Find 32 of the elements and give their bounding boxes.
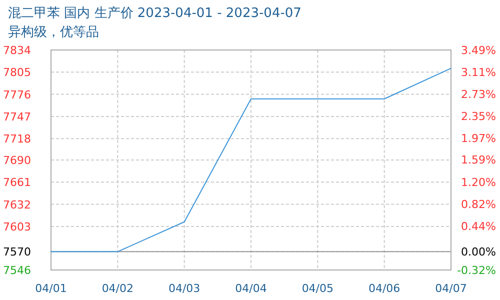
y-tick-label: 7570 [3,246,31,259]
y-tick-label: 7661 [3,176,31,190]
y2-tick-label: 1.97% [461,132,496,145]
y2-tick-label: 2.35% [461,110,496,123]
y-tick-label: 7805 [3,66,31,80]
y2-tick-label: -0.32% [457,264,496,277]
y2-tick-label: 0.44% [461,220,496,234]
chart-title: 混二甲苯 国内 生产价 2023-04-01 - 2023-04-07 [8,6,302,21]
y-tick-label: 7834 [3,44,31,57]
line-series [50,68,452,252]
x-tick-label: 04/04 [235,282,267,295]
y2-tick-label: 1.20% [461,176,496,190]
x-tick-label: 04/07 [435,282,467,295]
x-tick-label: 04/03 [168,282,200,295]
x-tick-label: 04/01 [35,282,67,295]
y2-tick-label: 1.59% [461,154,496,167]
y-tick-label: 7603 [3,220,31,234]
y-tick-label: 7690 [3,154,31,167]
y-tick-label: 7776 [3,88,31,102]
x-tick-label: 04/05 [302,282,334,295]
y-tick-label: 7632 [3,198,31,212]
y-tick-label: 7718 [3,132,31,146]
y2-tick-label: 0.82% [461,198,496,212]
y2-tick-label: 3.11% [461,66,496,79]
x-tick-label: 04/06 [368,282,400,295]
x-tick-label: 04/02 [102,282,134,295]
y2-tick-label: 2.73% [461,88,496,101]
y2-tick-label: 3.49% [461,44,496,57]
y2-tick-label: 0.00% [461,246,496,259]
chart-subtitle: 异构级，优等品 [8,25,99,40]
y-tick-label: 7546 [3,264,31,277]
y-tick-label: 7747 [3,110,31,124]
